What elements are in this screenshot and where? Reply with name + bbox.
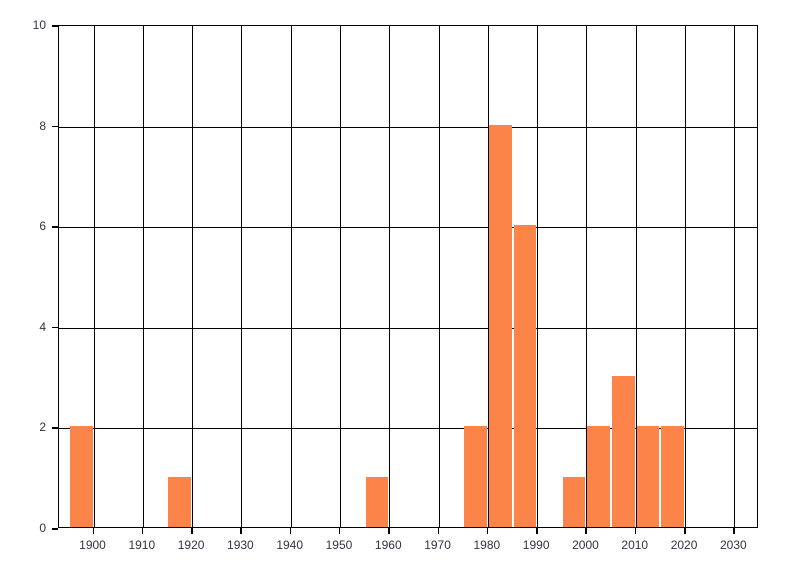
x-tick-mark — [92, 528, 94, 534]
x-tick-mark — [585, 528, 587, 534]
bar — [636, 426, 660, 527]
x-tick-mark — [388, 528, 390, 534]
y-tick-label: 2 — [39, 420, 46, 435]
y-tick-label: 10 — [32, 18, 46, 32]
gridline-vertical — [241, 26, 243, 527]
bar — [69, 426, 93, 527]
x-tick-label: 2020 — [670, 538, 698, 552]
x-tick-label: 1950 — [325, 538, 353, 552]
bar — [168, 476, 192, 527]
x-tick-mark — [191, 528, 193, 534]
bar — [587, 426, 611, 527]
gridline-vertical — [290, 26, 292, 527]
gridline-vertical — [487, 26, 489, 527]
bar — [612, 376, 635, 527]
bar — [513, 225, 537, 527]
bar — [464, 426, 487, 527]
bar — [365, 476, 389, 527]
x-tick-mark — [240, 528, 242, 534]
gridline-vertical — [192, 26, 194, 527]
x-tick-mark — [486, 528, 489, 534]
y-tick-mark — [52, 528, 58, 530]
gridline-vertical — [635, 26, 637, 527]
x-tick-mark — [141, 528, 144, 534]
x-tick-label: 1920 — [177, 538, 205, 552]
y-tick-mark — [52, 427, 58, 429]
gridline-vertical — [339, 26, 341, 527]
x-tick-mark — [289, 528, 292, 534]
y-tick-mark — [52, 226, 58, 228]
gridline-vertical — [142, 26, 144, 527]
gridline-vertical — [537, 26, 539, 527]
x-tick-mark — [684, 528, 686, 534]
bar — [562, 476, 586, 527]
x-tick-label: 1980 — [473, 538, 501, 552]
gridline-horizontal — [59, 126, 757, 128]
gridline-vertical — [586, 26, 588, 527]
gridline-vertical — [93, 26, 95, 527]
x-tick-label: 1990 — [522, 538, 550, 552]
y-tick-mark — [52, 25, 58, 27]
x-tick-mark — [536, 528, 538, 534]
y-tick-label: 8 — [39, 118, 46, 133]
gridline-horizontal — [59, 327, 757, 329]
bar — [661, 426, 685, 527]
x-tick-label: 2010 — [621, 538, 649, 552]
gridline-vertical — [734, 26, 736, 527]
x-tick-label: 2030 — [719, 538, 747, 552]
x-tick-label: 1930 — [227, 538, 254, 552]
x-tick-mark — [437, 528, 440, 534]
y-tick-label: 6 — [39, 219, 46, 234]
y-tick-label: 0 — [39, 521, 46, 535]
x-tick-label: 1970 — [424, 538, 451, 552]
x-tick-label: 1940 — [276, 538, 304, 552]
gridline-vertical — [685, 26, 687, 527]
y-tick-mark — [52, 125, 58, 128]
x-tick-label: 1900 — [79, 538, 106, 552]
plot-area — [58, 25, 758, 528]
y-tick-mark — [52, 326, 58, 329]
x-tick-mark — [338, 528, 341, 534]
gridline-vertical — [389, 26, 391, 527]
x-tick-label: 1960 — [374, 538, 402, 552]
gridline-horizontal — [59, 428, 757, 430]
y-tick-label: 4 — [39, 319, 46, 334]
gridline-vertical — [438, 26, 440, 527]
x-tick-mark — [634, 528, 637, 534]
x-tick-label: 2000 — [572, 538, 599, 552]
x-tick-label: 1910 — [128, 538, 156, 552]
bar — [488, 124, 512, 527]
gridline-horizontal — [59, 227, 757, 229]
x-tick-mark — [733, 528, 735, 534]
